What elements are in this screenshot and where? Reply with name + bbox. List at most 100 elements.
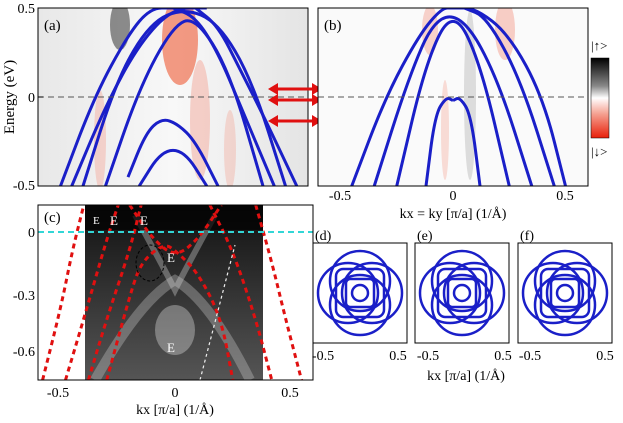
- fermi-pocket: [334, 267, 386, 319]
- fermi-contour: [328, 249, 392, 313]
- band-line: [350, 8, 453, 186]
- annotation-E2-plus: E: [110, 213, 118, 228]
- xtick-label: -0.5: [519, 349, 541, 364]
- panel-a-bands: [59, 8, 299, 186]
- panel-def-xlabel: kx [π/a] (1/Å): [427, 368, 505, 384]
- panel-f-frame: [517, 242, 613, 344]
- band-line: [424, 97, 454, 186]
- ytick-label: 0: [28, 226, 35, 241]
- cut-arrow-e: [268, 94, 322, 106]
- xtick-label: 0: [172, 386, 179, 401]
- band-line: [453, 8, 567, 186]
- panel-b-xticks: -0.5 0 0.5: [329, 189, 574, 204]
- cut-arrow-d: [268, 115, 322, 127]
- ytick-label: -0.5: [13, 179, 35, 194]
- cut-arrow-f: [268, 83, 322, 95]
- panel-b-label: (b): [324, 18, 342, 34]
- fermi-contour: [316, 261, 380, 325]
- panel-c-circle-marker: [135, 244, 165, 282]
- panel-d-label: (d): [315, 229, 332, 244]
- panel-c-yticks: 0 -0.3 -0.6: [13, 226, 35, 360]
- xtick-label: 0.5: [556, 189, 574, 204]
- colorbar-label-down: |↓>: [591, 144, 607, 159]
- band-line: [463, 8, 556, 186]
- panel-c-annotations: E E E E E: [93, 213, 175, 355]
- fermi-contour: [418, 261, 482, 325]
- panel-c-fit-curves: [41, 205, 303, 380]
- ytick-label: -0.3: [13, 289, 35, 304]
- band-line: [395, 19, 511, 186]
- fermi-contour: [430, 249, 494, 313]
- band-line: [104, 19, 265, 186]
- fermi-pocket: [436, 267, 488, 319]
- panel-a-spin-texture: [94, 8, 236, 186]
- panel-e-fermi-surface: [418, 249, 506, 337]
- band-line: [172, 8, 276, 186]
- xtick-label: 0: [450, 189, 457, 204]
- fermi-pocket: [344, 277, 376, 309]
- ytick-label: 0.5: [18, 2, 36, 17]
- band-line: [70, 8, 207, 186]
- fermi-pocket: [539, 267, 591, 319]
- xtick-label: -0.5: [312, 349, 334, 364]
- xtick-label: 0.5: [281, 386, 299, 401]
- panel-e: (e) -0.5 0.5 kx [π/a] (1/Å): [414, 229, 512, 384]
- panel-b-bands: [350, 8, 567, 186]
- fermi-pocket: [446, 277, 478, 309]
- band-line: [126, 118, 220, 186]
- band-line: [194, 8, 299, 186]
- panel-e-frame: [414, 242, 510, 344]
- panel-b-frame: [317, 7, 589, 187]
- ytick-label: -0.6: [13, 345, 35, 360]
- fit-curve: [128, 205, 223, 255]
- annotation-small: E: [93, 215, 100, 227]
- fit-curve: [254, 205, 303, 380]
- ytick-label: 0: [28, 91, 35, 106]
- fermi-contour: [545, 261, 609, 325]
- fit-curve: [41, 205, 86, 380]
- fermi-contour: [350, 283, 370, 303]
- fit-curve: [208, 205, 274, 380]
- fermi-contour: [340, 261, 404, 325]
- fermi-contour: [555, 283, 575, 303]
- fermi-contour: [430, 273, 494, 337]
- fermi-contour: [442, 261, 506, 325]
- xtick-label: 0.5: [494, 349, 512, 364]
- fermi-contour: [533, 273, 597, 337]
- xtick-label: -0.5: [47, 386, 69, 401]
- panel-f-label: (f): [520, 229, 534, 244]
- xtick-label: 0.5: [596, 349, 614, 364]
- panel-e-label: (e): [417, 229, 433, 244]
- spin-colorbar: |↑> |↓>: [590, 38, 610, 159]
- panel-c-label: (c): [44, 210, 61, 226]
- xtick-label: -0.5: [417, 349, 439, 364]
- annotation-E1-minus: E: [167, 340, 175, 355]
- panel-d: (d) -0.5 0.5: [312, 229, 408, 364]
- panel-a: (a) 0.5 0 -0.5 Energy (eV): [2, 2, 309, 194]
- panel-a-ylabel: Energy (eV): [2, 60, 18, 134]
- panel-c: (c) E E E E E 0 -0.3 -0.6 -0.5 0 0.5 kx …: [13, 204, 314, 418]
- panel-f-fermi-surface: [521, 249, 609, 337]
- xtick-label: 0.5: [389, 349, 407, 364]
- panel-a-label: (a): [44, 18, 61, 34]
- colorbar-gradient: [590, 57, 610, 139]
- band-line: [59, 8, 173, 186]
- fit-curve: [86, 205, 143, 380]
- annotation-E2-minus: E: [140, 213, 148, 228]
- panel-d-frame: [312, 242, 408, 344]
- panel-b: (b) -0.5 0 0.5 kx = ky [π/a] (1/Å): [317, 7, 589, 222]
- fermi-contour: [533, 249, 597, 313]
- panel-d-fermi-surface: [316, 249, 404, 337]
- band-line: [137, 148, 209, 186]
- colorbar-label-up: |↑>: [591, 38, 607, 53]
- fermi-contour: [452, 283, 472, 303]
- panel-f: (f) -0.5 0.5: [517, 229, 614, 364]
- xtick-label: -0.5: [329, 189, 351, 204]
- fit-curve: [105, 244, 235, 380]
- panel-c-diagonal-cut: [199, 244, 236, 381]
- panel-a-yticks: 0.5 0 -0.5: [13, 2, 43, 194]
- fit-curve: [64, 205, 120, 380]
- annotation-E1-plus: E: [167, 250, 175, 265]
- fermi-contour: [328, 273, 392, 337]
